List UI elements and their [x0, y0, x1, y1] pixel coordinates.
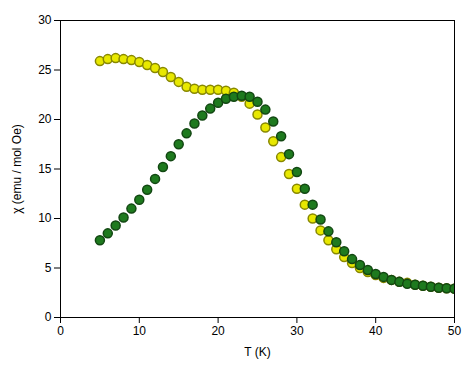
svg-text:50: 50: [448, 324, 462, 338]
svg-text:5: 5: [45, 261, 52, 275]
svg-text:25: 25: [38, 63, 52, 77]
svg-text:40: 40: [369, 324, 383, 338]
svg-text:10: 10: [38, 211, 52, 225]
svg-text:20: 20: [211, 324, 225, 338]
svg-text:0: 0: [45, 310, 52, 324]
svg-text:20: 20: [38, 112, 52, 126]
svg-text:30: 30: [38, 13, 52, 27]
svg-text:15: 15: [38, 162, 52, 176]
svg-text:0: 0: [57, 324, 64, 338]
svg-text:χ (emu / mol Oe): χ (emu / mol Oe): [10, 124, 24, 214]
svg-text:30: 30: [290, 324, 304, 338]
svg-text:T (K): T (K): [244, 345, 270, 359]
svg-text:10: 10: [133, 324, 147, 338]
